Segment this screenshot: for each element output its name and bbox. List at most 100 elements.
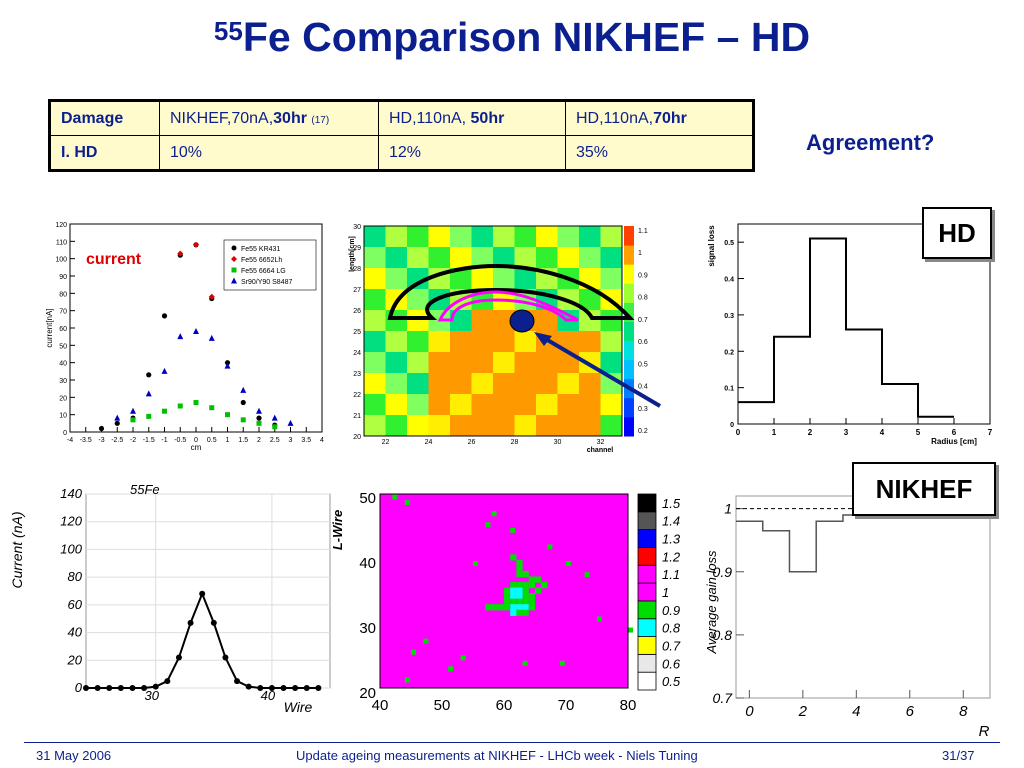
- heatmap-cell: [516, 587, 523, 594]
- y-axis-label: Average gain loss: [704, 550, 719, 655]
- signal-loss-histogram-line: [738, 237, 954, 418]
- heatmap-cell: [584, 572, 590, 578]
- heatmap-cell: [600, 247, 623, 269]
- colorbar-segment: [637, 600, 657, 620]
- heatmap-cell: [450, 226, 472, 248]
- source-region-outline: [437, 290, 579, 322]
- footer-divider: [24, 742, 1000, 743]
- heatmap-cell: [423, 638, 429, 644]
- heatmap-cell: [579, 310, 601, 332]
- heatmap-cell: [600, 226, 623, 248]
- heatmap-cell: [473, 561, 478, 567]
- data-point: [162, 408, 167, 414]
- heatmap-cell: [579, 289, 601, 311]
- colorbar-label: 1.1: [662, 567, 680, 582]
- x-tick-label: 0.5: [207, 437, 217, 444]
- plot-frame: [379, 493, 629, 689]
- colorbar-segment: [624, 283, 634, 303]
- x-tick-label: -2: [130, 437, 136, 444]
- data-point: [245, 683, 252, 690]
- nikhef-heatmap-chart: 0.2 0.3 0.4 0.5 0.6 0.7 0.8 0.9 1 1.1 22 24 26 28 30 3…: [349, 224, 662, 454]
- heatmap-cell: [522, 660, 528, 666]
- heatmap-cell: [404, 677, 410, 683]
- heatmap-cell: [528, 576, 535, 583]
- x-tick-label: 4: [320, 437, 324, 444]
- header-bold: 70hr: [653, 109, 687, 127]
- chart-annotation: current: [86, 251, 142, 268]
- y-tick-label: 50: [59, 343, 67, 350]
- y-tick-label: 140: [60, 486, 82, 501]
- heatmap-cell: [557, 415, 580, 437]
- y-tick-label: 80: [59, 291, 67, 298]
- header-bold: 50hr: [470, 109, 505, 127]
- heatmap-cell: [493, 310, 515, 332]
- x-tick-label: -2.5: [111, 437, 123, 444]
- footer-date: 31 May 2006: [36, 748, 112, 763]
- heatmap-cell: [600, 331, 623, 353]
- heatmap-cell: [600, 394, 623, 416]
- x-tick-label: 0: [736, 428, 741, 437]
- heatmap-cell: [450, 373, 472, 395]
- heatmap-cell: [535, 587, 542, 594]
- y-tick-label: 30: [353, 224, 361, 231]
- x-tick-label: 3.5: [301, 437, 311, 444]
- data-point: [280, 685, 287, 691]
- title-superscript: 55: [213, 16, 243, 46]
- data-point: [117, 685, 124, 691]
- x-tick-label: -3.5: [80, 437, 92, 444]
- colorbar-segment: [624, 226, 634, 246]
- data-point: [240, 386, 247, 393]
- data-point: [193, 241, 199, 248]
- table-header-hd-50hr: HD,110nA, 50hr: [378, 100, 566, 136]
- footer-title: Update ageing measurements at NIKHEF - L…: [296, 748, 698, 763]
- legend-label: Fe55 6652Lh: [241, 257, 282, 264]
- y-tick-label: 30: [59, 378, 67, 385]
- x-axis-label: Wire: [284, 699, 313, 715]
- heatmap-cell: [428, 352, 451, 374]
- data-point: [98, 425, 105, 432]
- heatmap-cell: [385, 310, 408, 332]
- y-axis-label: current[nA]: [45, 308, 54, 347]
- plot-frame: [363, 225, 623, 437]
- colorbar-label: 0.5: [662, 674, 681, 689]
- heatmap-cell: [428, 394, 451, 416]
- data-point: [256, 415, 262, 421]
- x-tick-label: 50: [434, 697, 451, 714]
- heatmap-cell: [392, 494, 398, 500]
- y-tick-label: 20: [67, 652, 83, 667]
- heatmap-cell: [407, 289, 429, 311]
- heatmap-cell: [485, 522, 491, 528]
- data-point: [83, 685, 89, 691]
- title-text: Fe Comparison NIKHEF – HD: [242, 14, 811, 60]
- data-point: [161, 367, 168, 374]
- y-tick-label: 20: [59, 395, 67, 402]
- y-tick-label: 28: [353, 266, 361, 273]
- heatmap-cell: [407, 247, 429, 269]
- y-tick-label: 40: [59, 361, 67, 368]
- heatmap-cell: [428, 331, 451, 353]
- heatmap-cell: [460, 655, 466, 661]
- y-tick-label: 26: [353, 308, 361, 315]
- x-axis-label: R: [979, 723, 990, 740]
- x-tick-label: 0: [194, 437, 198, 444]
- heatmap-cell: [385, 373, 408, 395]
- colorbar-segment: [637, 511, 657, 531]
- heatmap-cell: [493, 331, 515, 353]
- x-tick-label: 40: [372, 697, 389, 714]
- y-tick-label: 30: [359, 620, 376, 637]
- x-tick-label: 24: [425, 439, 433, 446]
- heatmap-cell: [385, 331, 408, 353]
- y-tick-label: 24: [353, 350, 361, 357]
- heatmap-cell: [450, 331, 472, 353]
- heatmap-cell: [450, 247, 472, 269]
- table-cell: 35%: [565, 135, 754, 171]
- heatmap-cell: [514, 373, 537, 395]
- colorbar-segment: [624, 359, 634, 380]
- colorbar-label: 0.6: [638, 339, 648, 346]
- heatmap-cell: [516, 565, 523, 572]
- data-point: [129, 685, 136, 691]
- heatmap-cell: [559, 660, 565, 666]
- x-tick-label: 3: [289, 437, 293, 444]
- heatmap-cell: [364, 247, 386, 269]
- colorbar-label: 1.4: [662, 514, 680, 529]
